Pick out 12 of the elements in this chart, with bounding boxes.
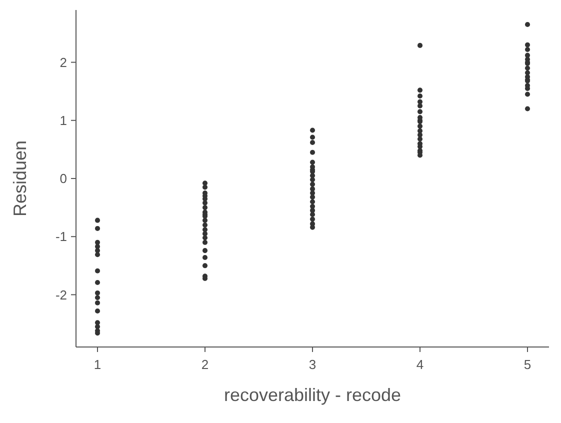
x-tick-label: 1 (94, 357, 102, 372)
x-axis-title: recoverability - recode (224, 385, 402, 405)
y-axis-title: Residuen (10, 140, 30, 217)
x-tick-label: 5 (524, 357, 532, 372)
x-tick-label: 2 (201, 357, 209, 372)
y-tick-label: 1 (60, 112, 67, 128)
y-tick-label: 0 (60, 171, 67, 186)
y-tick-label: -2 (55, 287, 67, 302)
y-tick-label: -1 (55, 229, 67, 244)
x-tick-label: 3 (308, 357, 316, 372)
y-tick-label: 2 (60, 54, 67, 70)
x-tick-label: 4 (416, 357, 424, 372)
